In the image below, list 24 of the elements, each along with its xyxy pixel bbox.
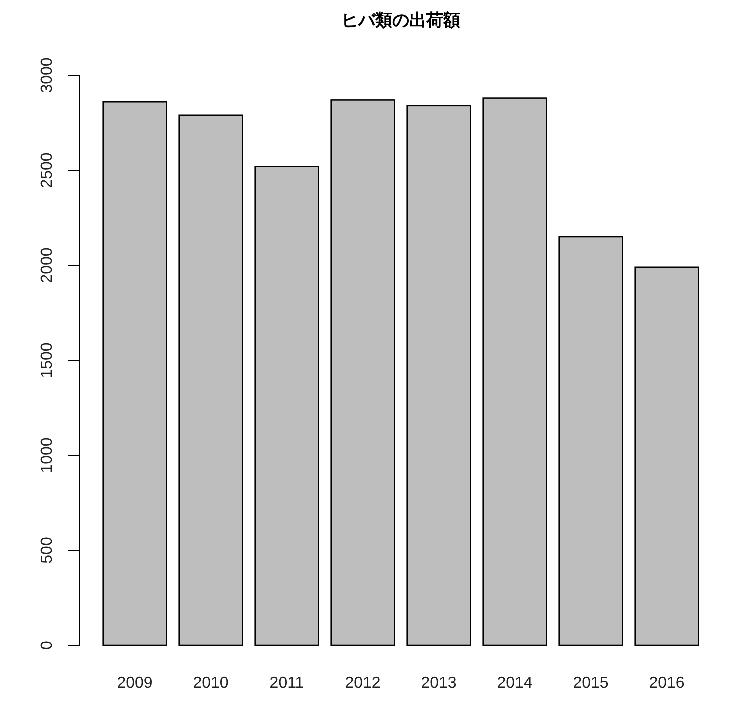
bar xyxy=(634,266,700,646)
bar xyxy=(178,114,244,646)
x-tick-label: 2010 xyxy=(193,675,229,692)
y-tick-label: 2000 xyxy=(39,248,56,284)
x-tick-label: 2012 xyxy=(345,675,381,692)
y-tick-label: 2500 xyxy=(39,152,56,188)
bar xyxy=(406,105,472,646)
x-tick-label: 2013 xyxy=(421,675,457,692)
chart-title: ヒバ類の出荷額 xyxy=(342,11,460,30)
y-tick-label: 1500 xyxy=(39,342,56,378)
x-tick-label: 2016 xyxy=(649,675,685,692)
x-tick-label: 2014 xyxy=(497,675,533,692)
x-tick-label: 2011 xyxy=(270,675,304,692)
bar xyxy=(254,166,320,646)
bar xyxy=(558,236,624,646)
y-tick-label: 0 xyxy=(39,640,56,650)
y-tick-label: 1000 xyxy=(39,438,56,474)
x-tick-label: 2015 xyxy=(573,675,609,692)
bar xyxy=(330,100,396,646)
y-tick-label: 3000 xyxy=(39,58,56,94)
bar xyxy=(102,101,168,646)
bar xyxy=(482,98,548,646)
y-tick-label: 500 xyxy=(39,537,56,564)
x-tick-label: 2009 xyxy=(117,675,153,692)
